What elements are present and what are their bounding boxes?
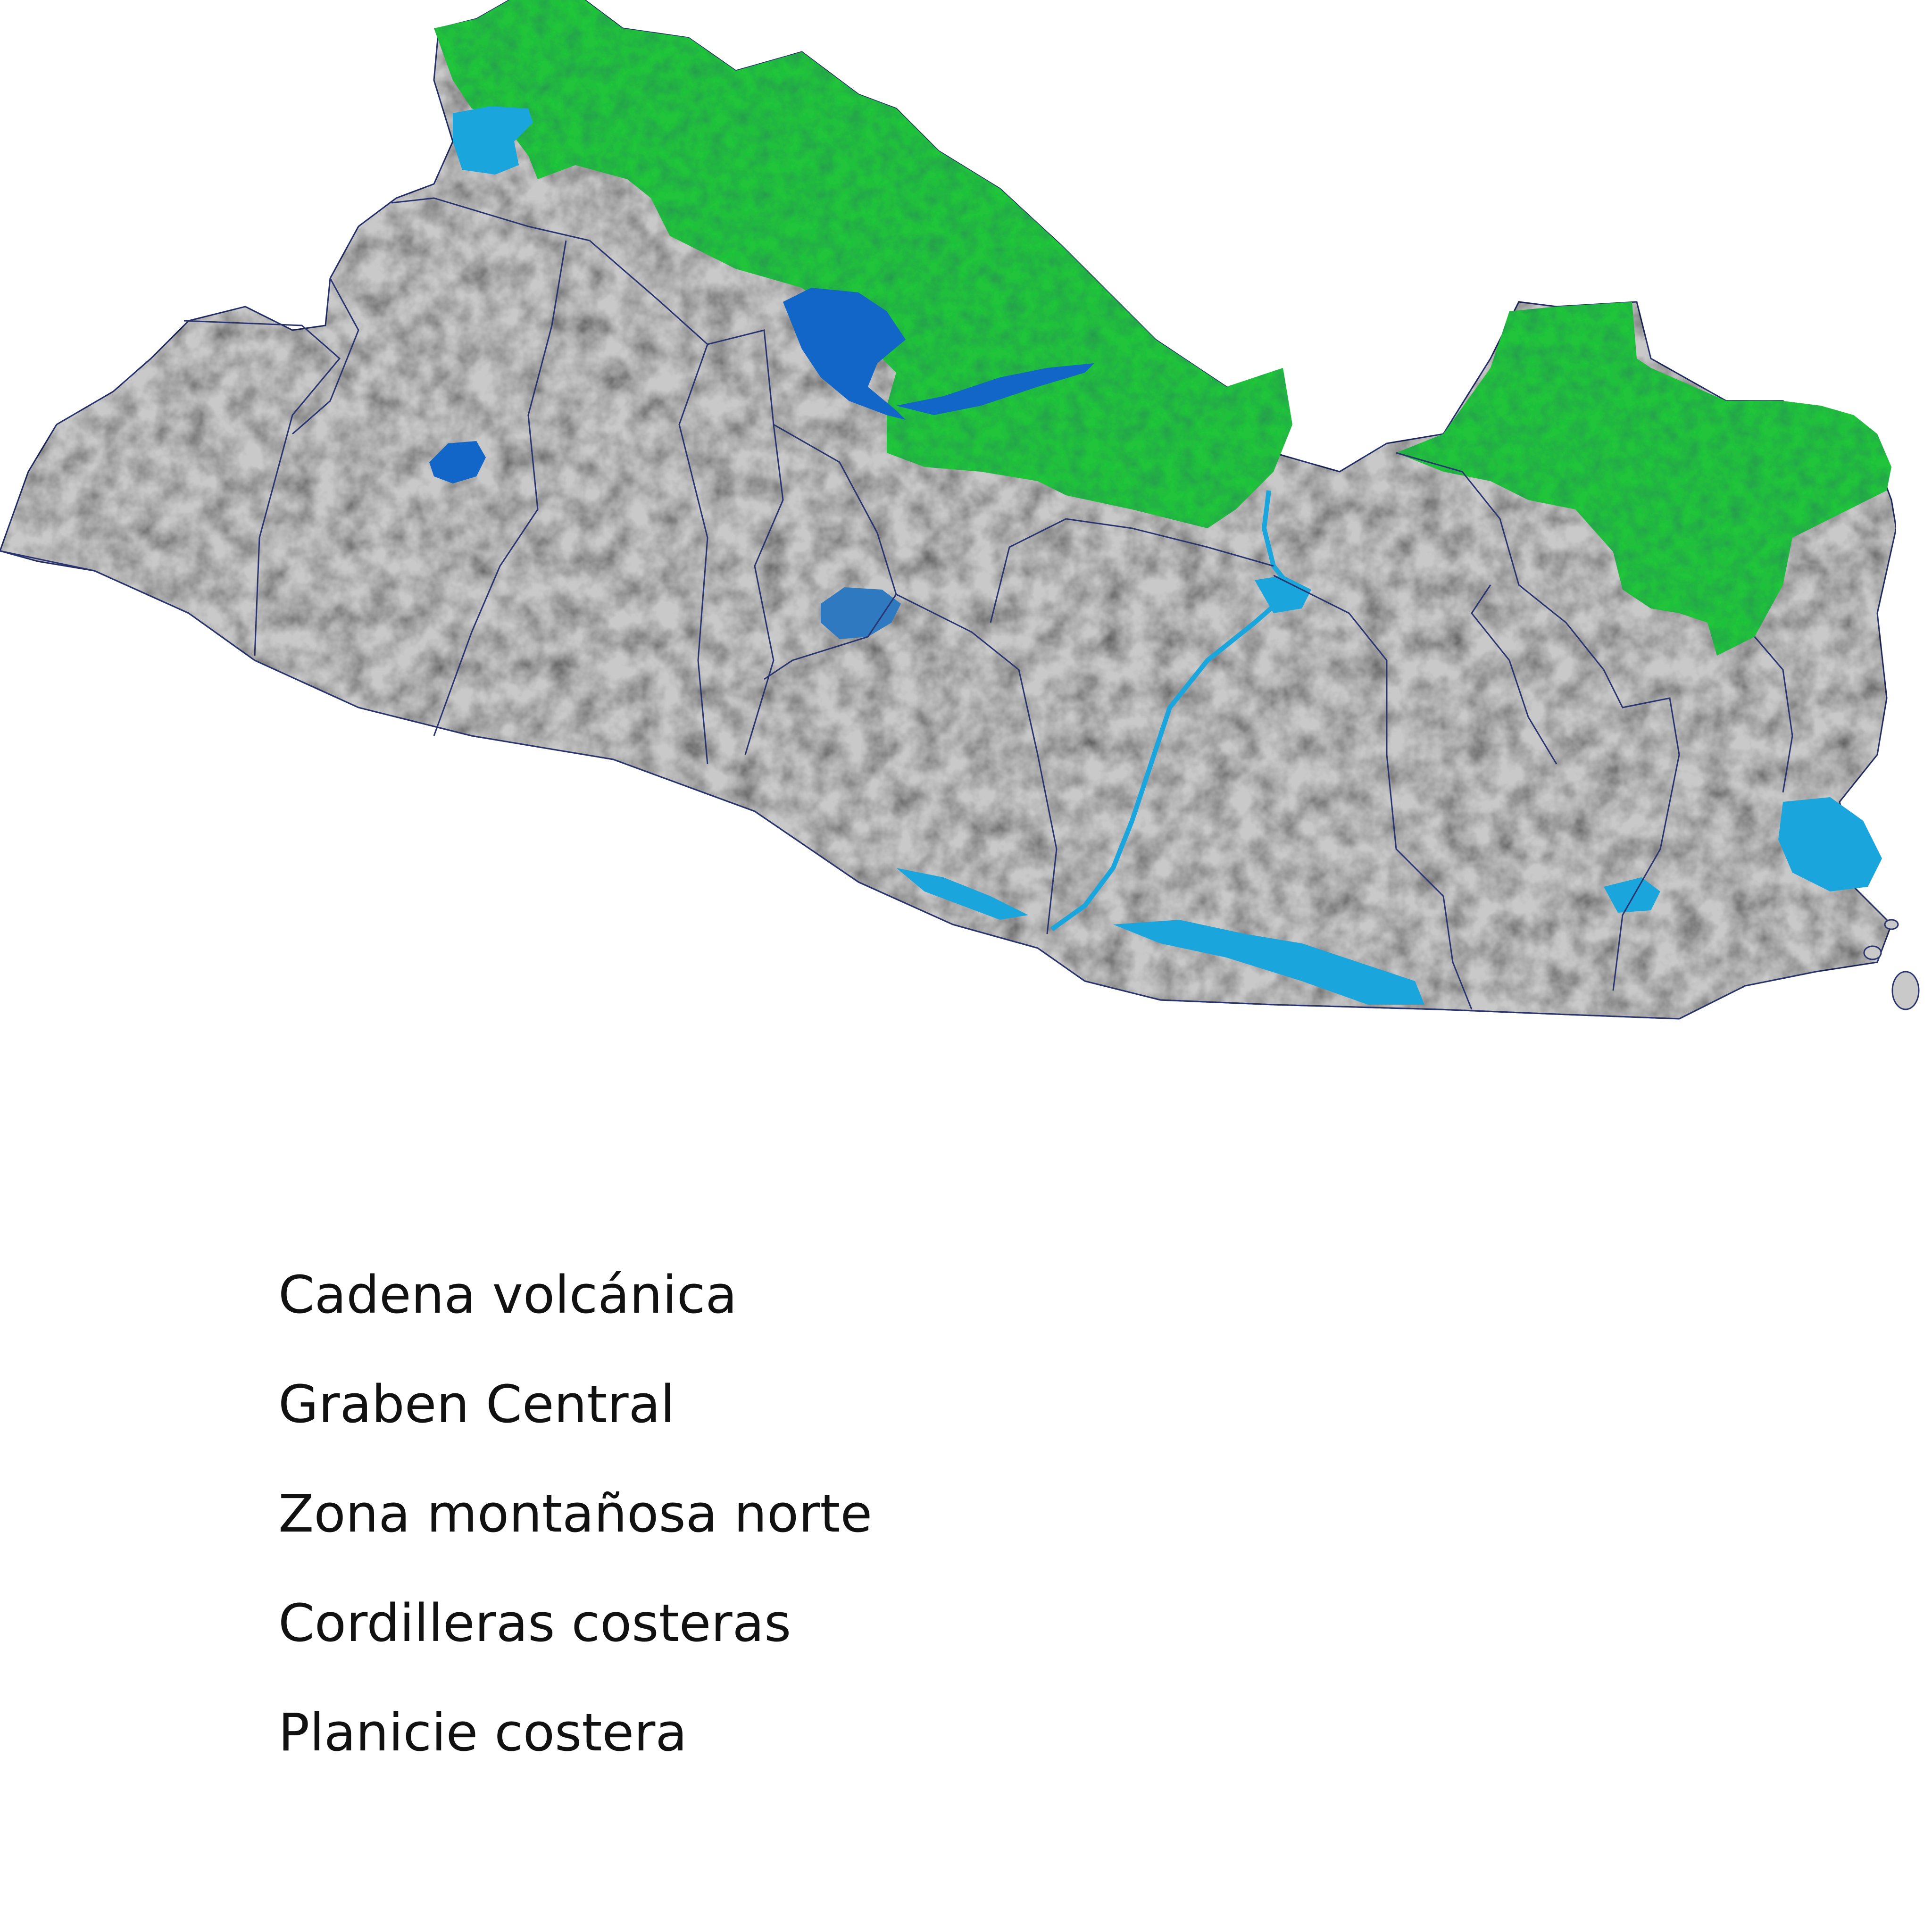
map-container: [0, 0, 1920, 1020]
legend-item: Planicie costera: [278, 1702, 687, 1763]
zona-montanosa-norte-region: [434, 0, 1891, 656]
legend-item: Cordilleras costeras: [278, 1593, 791, 1653]
water-bodies: [429, 106, 1882, 1005]
legend-item: Cadena volcánica: [278, 1265, 737, 1325]
gulf-islands: [1863, 919, 1920, 1010]
legend-item: Zona montañosa norte: [278, 1483, 873, 1544]
legend: Cadena volcánica Graben Central Zona monta…: [278, 1269, 1033, 1816]
legend-item: Graben Central: [278, 1374, 675, 1434]
department-boundaries: [0, 197, 1816, 1020]
el-salvador-relief-map: [0, 0, 1920, 1020]
